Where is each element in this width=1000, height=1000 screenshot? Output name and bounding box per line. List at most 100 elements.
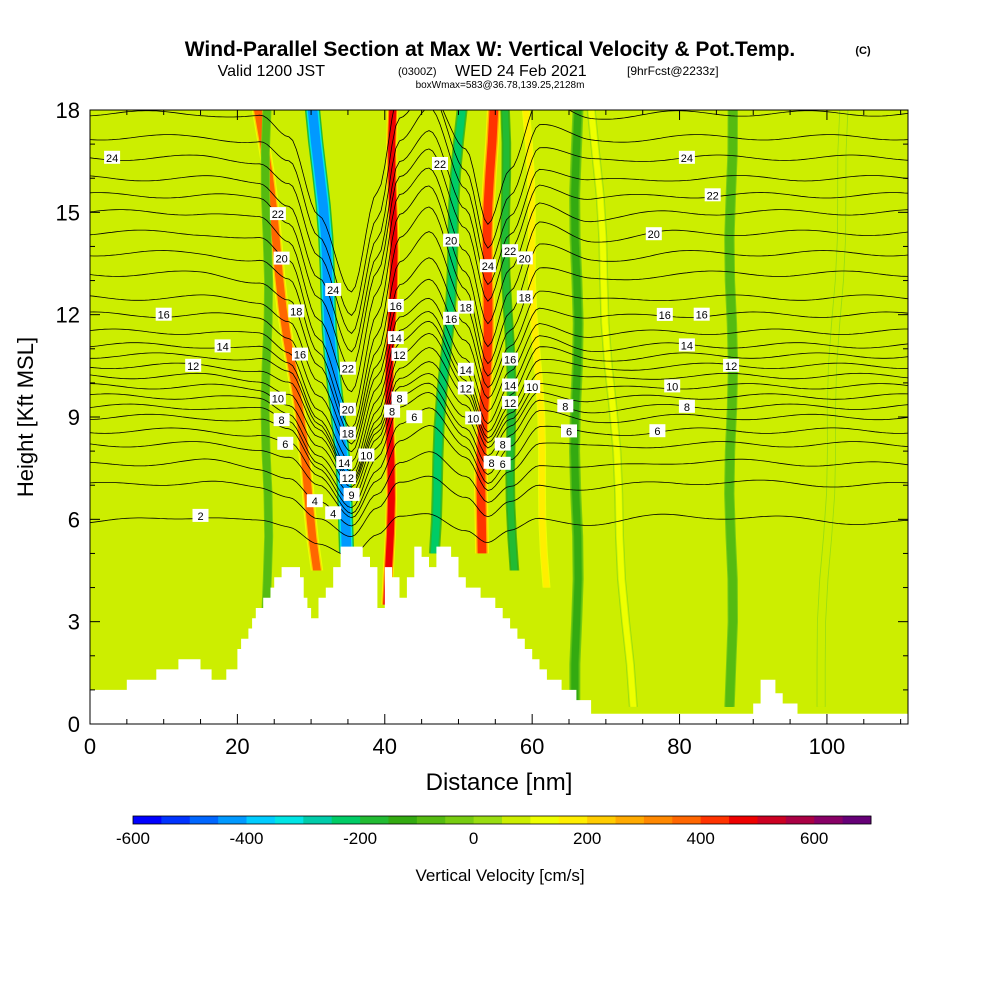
- contour-label-bg: [339, 426, 356, 440]
- x-tick-label: 60: [520, 734, 544, 759]
- contour-label-bg: [432, 157, 448, 170]
- colorbar-swatch: [246, 816, 276, 824]
- contour-label-text: 12: [725, 361, 737, 373]
- contour-label-bg: [391, 347, 408, 361]
- contour-label: 12: [457, 381, 474, 396]
- x-tick-label: 20: [225, 734, 249, 759]
- contour-label-text: 16: [696, 310, 708, 322]
- colorbar-swatch: [672, 816, 702, 824]
- colorbar-swatch: [615, 816, 645, 824]
- contour-label: 14: [214, 339, 231, 353]
- colorbar-swatch: [218, 816, 247, 824]
- contour-label-text: 22: [434, 159, 446, 171]
- colorbar-swatch: [416, 816, 446, 824]
- contour-label-bg: [336, 456, 353, 469]
- contour-label-text: 6: [282, 439, 288, 451]
- contour-label-text: 22: [504, 246, 516, 258]
- contour-label-bg: [339, 402, 356, 416]
- contour-label-bg: [292, 347, 308, 361]
- colorbar-swatch: [445, 816, 475, 824]
- contour-label-text: 10: [272, 394, 284, 406]
- contour-label-text: 14: [681, 340, 693, 352]
- contour-label-bg: [273, 413, 290, 427]
- contour-label: 16: [292, 347, 308, 362]
- contour-label: 18: [339, 426, 356, 441]
- contour-label: 16: [387, 299, 404, 313]
- contour-label-text: 16: [659, 310, 671, 322]
- valid-time: Valid 1200 JST: [218, 63, 326, 80]
- theta-contour-23: [90, 130, 908, 353]
- contour-label-text: 20: [342, 405, 354, 417]
- y-tick-label: 0: [68, 712, 80, 737]
- theta-contour-20: [90, 185, 908, 416]
- colorbar-tick-label: 600: [800, 829, 828, 848]
- y-tick-label: 3: [68, 610, 80, 635]
- contour-label: 20: [443, 233, 460, 248]
- theta-contour-17: [90, 257, 908, 445]
- contour-label-bg: [192, 508, 209, 522]
- contour-label-bg: [645, 227, 662, 241]
- contour-label: 8: [678, 399, 695, 414]
- contour-label-bg: [288, 304, 305, 318]
- contour-label-bg: [678, 150, 695, 164]
- colorbar-tick-label: -600: [116, 829, 150, 848]
- contour-label-bg: [339, 471, 356, 485]
- contour-label-text: 14: [390, 333, 402, 345]
- theta-contour-13: [90, 320, 908, 478]
- contour-label: 20: [645, 227, 662, 241]
- colorbar-swatch: [530, 816, 560, 824]
- contour-label-bg: [649, 424, 666, 438]
- contour-label: 8: [273, 413, 290, 427]
- contour-label-bg: [269, 207, 286, 221]
- colorbar-swatch: [842, 816, 872, 824]
- contour-label-bg: [457, 362, 474, 376]
- colorbar-swatch: [360, 816, 389, 824]
- contour-label-text: 16: [445, 314, 457, 326]
- contour-label: 6: [561, 424, 577, 438]
- colorbar-swatch: [729, 816, 758, 824]
- contour-label-bg: [693, 307, 710, 321]
- colorbar-swatch: [274, 816, 304, 824]
- contour-label: 8: [557, 399, 574, 413]
- contour-label-text: 16: [504, 355, 516, 367]
- contour-label-bg: [516, 251, 533, 265]
- contour-label-bg: [391, 391, 408, 405]
- contour-label-bg: [704, 188, 721, 202]
- contour-label-bg: [214, 339, 231, 353]
- colorbar-swatch: [189, 816, 219, 824]
- velocity-band-10-2: [571, 110, 582, 707]
- chart-title: Wind-Parallel Section at Max W: Vertical…: [185, 38, 796, 61]
- theta-contour-11: [90, 347, 908, 484]
- y-tick-label: 9: [68, 405, 80, 430]
- contour-label-bg: [479, 259, 496, 273]
- contour-label-text: 8: [500, 440, 506, 452]
- contour-label: 22: [269, 207, 286, 221]
- colorbar-tick-label: -400: [229, 829, 263, 848]
- contour-label: 24: [479, 259, 496, 273]
- contour-label: 22: [339, 361, 356, 376]
- contour-label: 6: [277, 436, 294, 451]
- valid-date: WED 24 Feb 2021: [455, 63, 587, 80]
- contour-label: 18: [457, 300, 474, 315]
- velocity-band-4-2: [476, 110, 499, 554]
- contour-label-bg: [443, 311, 460, 325]
- contour-label-text: 2: [197, 511, 203, 523]
- contour-label-text: 8: [684, 402, 690, 414]
- theta-contour-22: [90, 148, 908, 370]
- theta-contour-24: [90, 110, 908, 334]
- contour-label-bg: [494, 437, 511, 451]
- contour-label-text: 18: [460, 303, 472, 315]
- contour-label-bg: [561, 424, 577, 438]
- velocity-band-1-2: [307, 110, 352, 554]
- contour-label-bg: [339, 361, 356, 375]
- colorbar-tick-label: 0: [469, 829, 478, 848]
- theta-contour-6: [90, 407, 908, 514]
- contour-label: 24: [325, 283, 342, 297]
- contour-label: 12: [723, 358, 740, 373]
- contour-label: 12: [185, 358, 202, 373]
- colorbar-swatch: [331, 816, 361, 824]
- contour-label-bg: [502, 244, 519, 258]
- contour-label-text: 12: [342, 473, 354, 485]
- colorbar-tick-label: 400: [687, 829, 715, 848]
